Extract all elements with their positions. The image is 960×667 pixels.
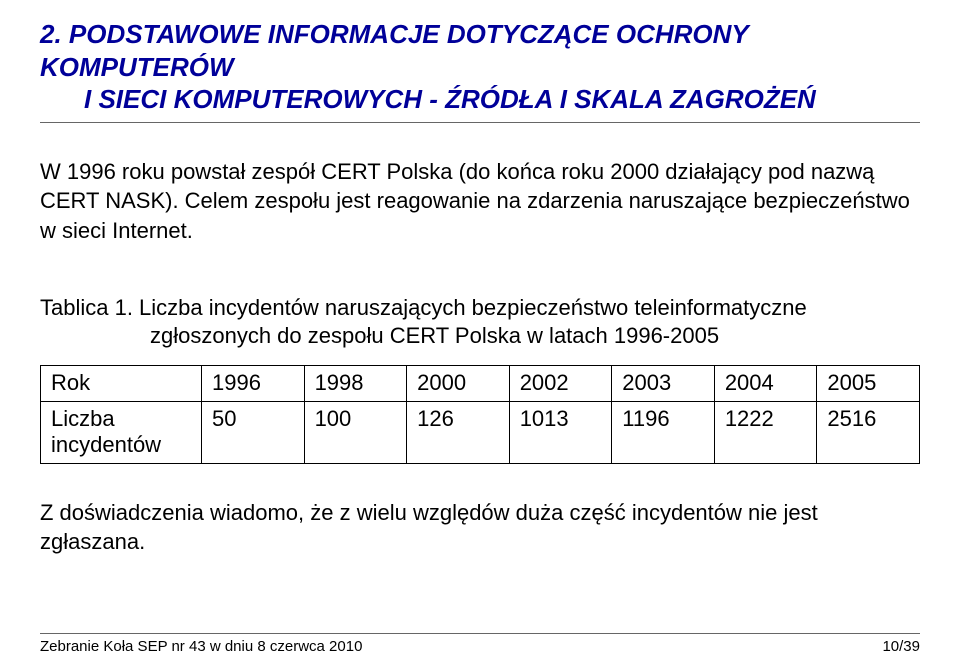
table-cell: 2004 — [714, 365, 817, 401]
slide-heading: 2. PODSTAWOWE INFORMACJE DOTYCZĄCE OCHRO… — [40, 18, 920, 123]
paragraph-2: Z doświadczenia wiadomo, że z wielu wzgl… — [40, 498, 920, 557]
table-cell: 1998 — [304, 365, 407, 401]
table-cell: 50 — [202, 401, 305, 463]
incidents-table: Rok 1996 1998 2000 2002 2003 2004 2005 L… — [40, 365, 920, 464]
table-cell: Rok — [41, 365, 202, 401]
table-cell: 2005 — [817, 365, 920, 401]
table-row: Liczba incydentów 50 100 126 1013 1196 1… — [41, 401, 920, 463]
table-cell: 1196 — [612, 401, 715, 463]
table-cell: 1013 — [509, 401, 612, 463]
slide-footer: Zebranie Koła SEP nr 43 w dniu 8 czerwca… — [40, 633, 920, 655]
table-caption-line-1: Tablica 1. Liczba incydentów naruszający… — [40, 295, 807, 320]
table-row: Rok 1996 1998 2000 2002 2003 2004 2005 — [41, 365, 920, 401]
table-cell: 126 — [407, 401, 510, 463]
footer-right: 10/39 — [882, 638, 920, 655]
footer-left: Zebranie Koła SEP nr 43 w dniu 8 czerwca… — [40, 638, 362, 655]
table-caption-line-2: zgłoszonych do zespołu CERT Polska w lat… — [40, 322, 920, 351]
table-caption: Tablica 1. Liczba incydentów naruszający… — [40, 294, 920, 351]
paragraph-1: W 1996 roku powstał zespół CERT Polska (… — [40, 157, 920, 246]
table-cell: 2516 — [817, 401, 920, 463]
table-cell: 100 — [304, 401, 407, 463]
table-cell: 2000 — [407, 365, 510, 401]
heading-line-2: I SIECI KOMPUTEROWYCH - ŹRÓDŁA I SKALA Z… — [40, 83, 920, 116]
heading-line-1: 2. PODSTAWOWE INFORMACJE DOTYCZĄCE OCHRO… — [40, 19, 748, 82]
table-cell: 2002 — [509, 365, 612, 401]
table-cell: 2003 — [612, 365, 715, 401]
table-cell: 1222 — [714, 401, 817, 463]
table-cell: Liczba incydentów — [41, 401, 202, 463]
slide-page: 2. PODSTAWOWE INFORMACJE DOTYCZĄCE OCHRO… — [0, 0, 960, 667]
table-cell: 1996 — [202, 365, 305, 401]
